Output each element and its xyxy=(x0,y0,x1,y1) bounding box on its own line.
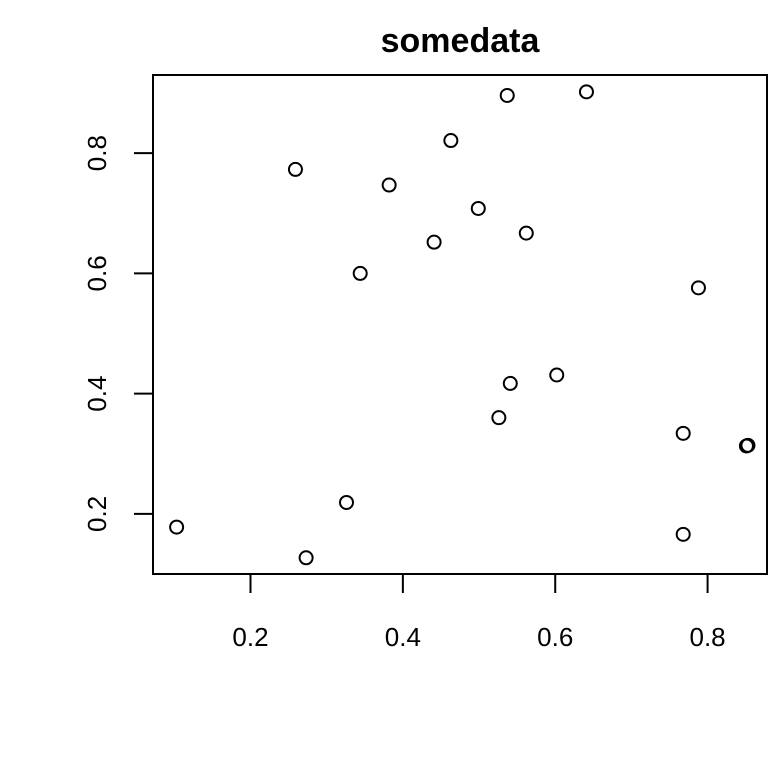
data-point xyxy=(443,133,459,149)
y-tick-label: 0.8 xyxy=(82,135,112,171)
y-axis: 0.2 0.4 0.6 0.8 xyxy=(82,135,154,532)
x-tick-label: 0.2 xyxy=(232,622,268,652)
data-point xyxy=(549,367,565,383)
data-point xyxy=(502,375,518,391)
x-tick-label: 0.8 xyxy=(690,622,726,652)
y-tick-label: 0.2 xyxy=(82,496,112,532)
data-point xyxy=(352,265,368,281)
data-point xyxy=(287,161,303,177)
y-tick-label: 0.4 xyxy=(82,376,112,412)
data-point xyxy=(675,425,691,441)
y-tick-label: 0.6 xyxy=(82,255,112,291)
plot-area-frame xyxy=(152,74,768,575)
data-point xyxy=(690,280,706,296)
data-point xyxy=(491,410,507,426)
chart-title: somedata xyxy=(381,22,541,60)
data-point xyxy=(338,494,354,510)
data-point xyxy=(499,87,515,103)
x-axis: 0.2 0.4 0.6 0.8 xyxy=(232,573,726,652)
data-point xyxy=(470,200,486,216)
data-point xyxy=(381,177,397,193)
data-point xyxy=(298,550,314,566)
data-point xyxy=(740,437,756,453)
x-tick-label: 0.6 xyxy=(537,622,573,652)
data-points xyxy=(169,84,756,566)
data-point xyxy=(518,225,534,241)
x-tick-label: 0.4 xyxy=(385,622,421,652)
data-point xyxy=(426,234,442,250)
data-point xyxy=(578,84,594,100)
data-point xyxy=(675,526,691,542)
data-point xyxy=(169,519,185,535)
